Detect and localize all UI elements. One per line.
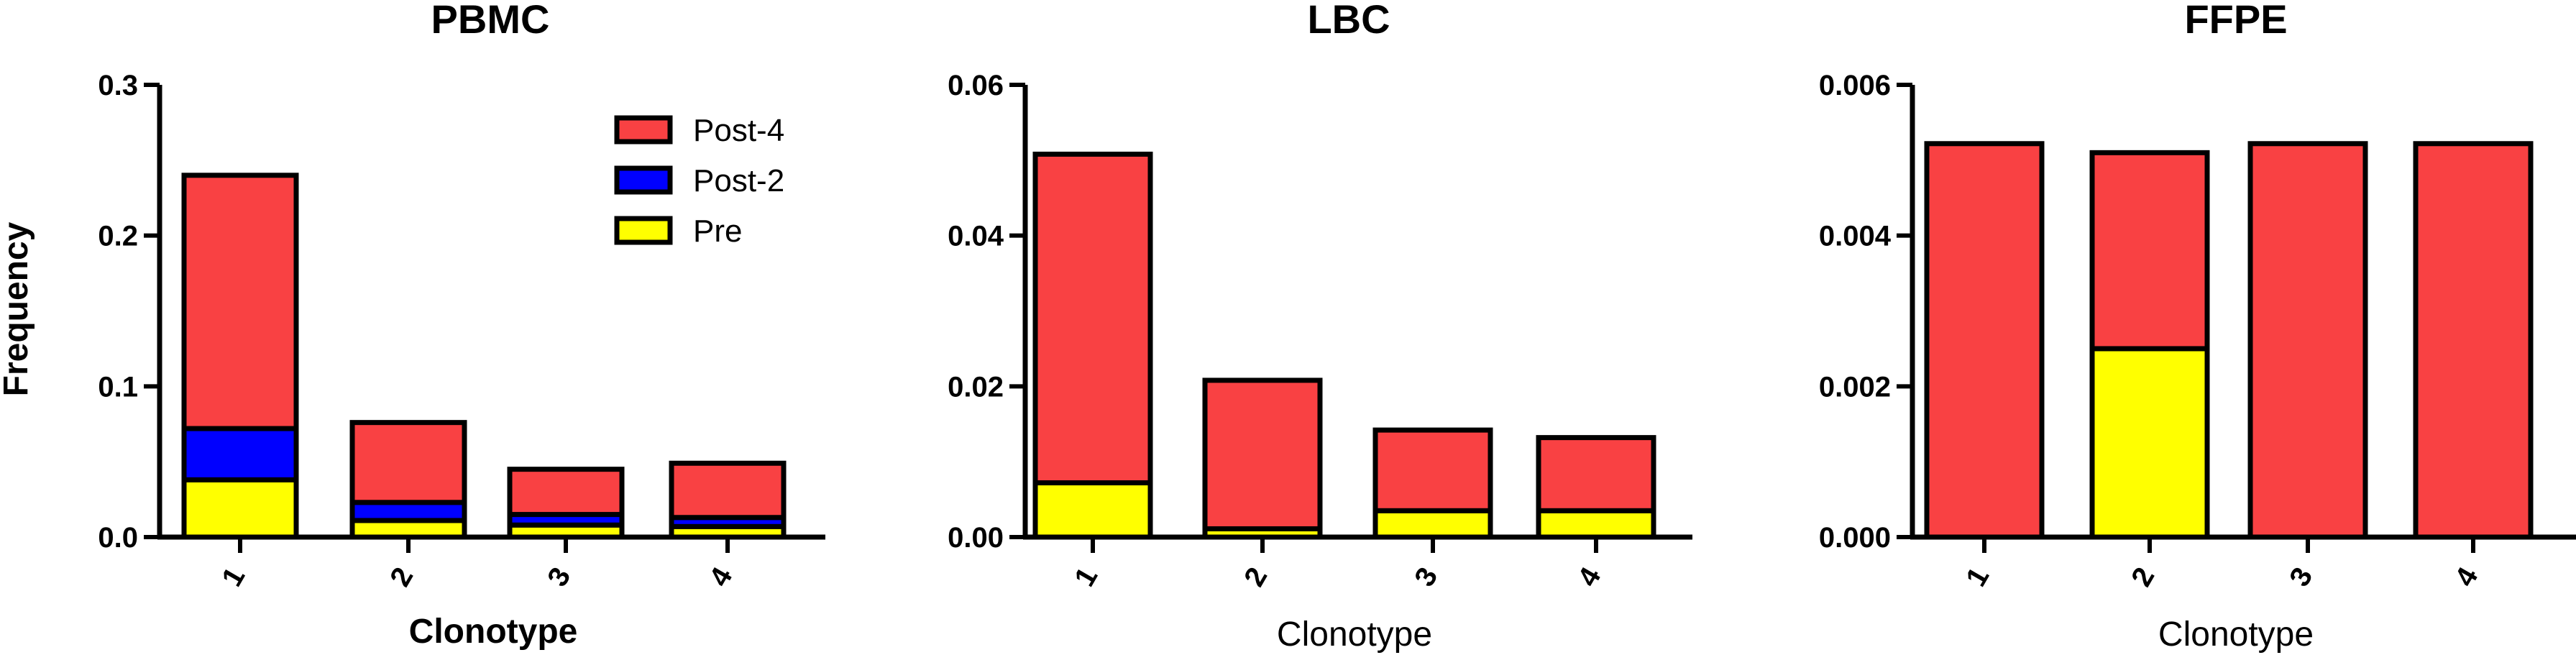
y-tick-label: 0.04	[948, 221, 1004, 252]
panel-title: FFPE	[2184, 0, 2287, 42]
x-axis-label: Clonotype	[2158, 615, 2314, 654]
bar-segment-post-4	[1536, 435, 1656, 513]
bars	[1924, 141, 2534, 540]
panel-lbc: LBC Clonotype 0.00 0.02 0.04 0.06 1 2 3 4	[948, 0, 1692, 654]
x-tick-label: 2	[2125, 562, 2160, 592]
bar-segment-post-4	[1372, 427, 1493, 513]
y-tick-label: 0.3	[98, 70, 138, 101]
bar-segment-post-4	[1924, 141, 2045, 540]
bar-segment-post-4	[1202, 377, 1323, 531]
panel-ffpe: FFPE Clonotype 0.000 0.002 0.004 0.006 1 2 3 4	[1819, 0, 2576, 654]
x-tick-label: 2	[384, 562, 419, 592]
bar-segment-pre	[1032, 480, 1153, 540]
legend-label: Post-2	[693, 163, 784, 198]
y-tick-label: 0.1	[98, 371, 138, 403]
x-axis-label: Clonotype	[1277, 615, 1432, 654]
y-tick-label: 0.002	[1819, 371, 1891, 403]
x-tick-label: 2	[1238, 562, 1273, 592]
y-tick-label: 0.02	[948, 371, 1004, 403]
legend-swatch-pre	[614, 216, 673, 245]
x-axis-label: Clonotype	[409, 613, 578, 651]
bar-segment-post-2	[349, 500, 467, 523]
y-tick-label: 0.004	[1819, 221, 1892, 252]
axes: 0.00 0.02 0.04 0.06 1 2 3 4	[948, 70, 1692, 592]
bar-segment-post-4	[1032, 151, 1153, 486]
x-tick-label: 1	[1960, 562, 1995, 592]
panel-title: PBMC	[431, 0, 550, 42]
x-tick-label: 4	[1572, 562, 1608, 592]
x-tick-label: 3	[1408, 562, 1444, 592]
y-tick-label: 0.00	[948, 522, 1004, 554]
y-tick-label: 0.000	[1819, 522, 1891, 554]
bars	[1032, 151, 1656, 540]
legend-swatch-post-2	[614, 165, 673, 195]
bar-segment-post-4	[2413, 141, 2534, 540]
y-tick-label: 0.0	[98, 522, 138, 554]
x-tick-label: 3	[2283, 562, 2319, 592]
x-tick-label: 1	[1068, 562, 1104, 592]
bar-segment-post-4	[2247, 141, 2368, 540]
y-axis-label: Frequency	[0, 221, 35, 396]
panel-title: LBC	[1307, 0, 1390, 42]
axes: 0.000 0.002 0.004 0.006 1 2 3 4	[1819, 70, 2576, 592]
y-tick-label: 0.006	[1819, 70, 1891, 101]
y-tick-label: 0.2	[98, 221, 138, 252]
legend-label: Post-4	[693, 113, 784, 148]
legend-label: Pre	[693, 214, 742, 249]
x-tick-label: 4	[703, 562, 739, 592]
x-tick-label: 3	[541, 562, 577, 592]
bar-segment-pre	[181, 477, 299, 540]
legend: Post-4 Post-2 Pre	[614, 113, 784, 249]
bar-segment-post-4	[349, 420, 467, 505]
panel-pbmc: PBMC Frequency Clonotype 0.0 0.1 0.2 0.3 1 2 3…	[0, 0, 825, 651]
bar-segment-pre	[1536, 508, 1656, 540]
bar-segment-pre	[1372, 508, 1493, 540]
bars	[181, 173, 787, 540]
bar-segment-post-4	[669, 460, 787, 521]
x-tick-label: 4	[2449, 562, 2485, 592]
x-tick-label: 1	[216, 562, 251, 592]
y-tick-label: 0.06	[948, 70, 1004, 101]
bar-segment-pre	[2089, 346, 2210, 540]
bar-segment-post-4	[181, 173, 299, 431]
bar-segment-post-2	[181, 426, 299, 482]
bar-segment-post-4	[507, 467, 625, 518]
legend-swatch-post-4	[614, 115, 673, 145]
bar-segment-post-4	[2089, 150, 2210, 352]
